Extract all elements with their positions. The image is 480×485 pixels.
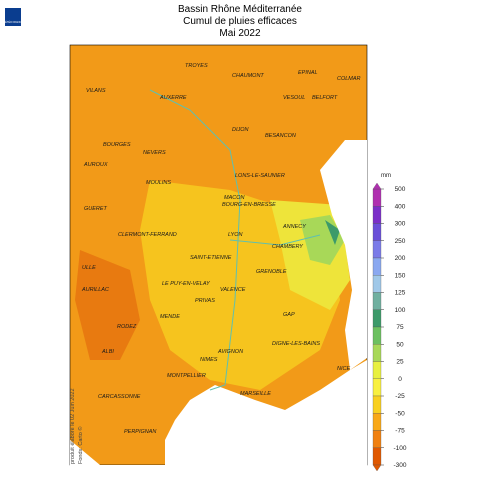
legend-tick-label: -100: [393, 445, 406, 452]
legend-tick-label: 200: [395, 255, 406, 262]
city: LONS-LE-SAUNIER: [235, 173, 285, 179]
city: CHAMBERY: [272, 244, 303, 250]
city: GRENOBLE: [256, 269, 287, 275]
city: ANNECY: [282, 224, 306, 230]
legend-swatch: [372, 223, 382, 241]
legend-tick-label: 75: [396, 324, 404, 331]
legend-swatch: [372, 395, 382, 414]
city: NIMES: [200, 357, 218, 363]
city: MENDE: [160, 314, 180, 320]
city: TROYES: [185, 63, 208, 69]
legend-swatch: [372, 292, 382, 310]
italy: [320, 140, 367, 370]
city: BOURGES: [103, 142, 131, 148]
city: LYON: [228, 232, 243, 238]
legend-tick-label: 150: [395, 272, 406, 279]
legend-tick-label: 125: [395, 290, 406, 297]
legend: 5004003002502001501251007550250-25-50-75…: [372, 182, 407, 472]
river: [229, 234, 321, 246]
city: AVIGNON: [217, 349, 243, 355]
city: AURILLAC: [81, 287, 109, 293]
legend-tick-label: 100: [395, 307, 406, 314]
city: BELFORT: [312, 95, 338, 101]
city: MOULINS: [146, 180, 171, 186]
legend-swatch: [372, 378, 382, 397]
city: ULLE: [82, 265, 96, 271]
city: BESANCON: [265, 133, 296, 139]
legend-swatch: [372, 413, 382, 431]
map: [69, 44, 368, 466]
city: MARSEILLE: [240, 391, 271, 397]
legend-swatch: [372, 206, 382, 224]
city: DIGNE-LES-BAINS: [272, 341, 320, 347]
zone-very-dry: [75, 250, 140, 360]
city: ALBI: [101, 349, 114, 355]
city: VILANS: [86, 88, 106, 94]
period: Mai 2022: [219, 28, 261, 39]
city: PERPIGNAN: [124, 429, 156, 435]
legend-tick-label: 0: [398, 376, 402, 383]
city: VALENCE: [220, 287, 246, 293]
logo-text: MÉTÉO FRANCE: [3, 21, 23, 24]
city: LE PUY-EN-VELAY: [162, 281, 210, 287]
legend-tick-label: -300: [393, 462, 406, 469]
city: CLERMONT-FERRAND: [118, 232, 177, 238]
legend-tick-label: 250: [395, 238, 406, 245]
city: CARCASSONNE: [98, 394, 141, 400]
city: AUROUX: [83, 162, 108, 168]
city-labels: TROYES CHAUMONT EPINAL COLMAR VILANS AUX…: [81, 63, 361, 435]
city: BOURG-EN-BRESSE: [222, 202, 276, 208]
title: Bassin Rhône Méditerranée: [178, 4, 302, 15]
legend-tick-label: -75: [395, 428, 405, 435]
sea: [70, 360, 367, 466]
legend-swatch: [372, 447, 382, 466]
city: VESOUL: [283, 95, 305, 101]
legend-tick-label: -50: [395, 410, 405, 417]
legend-unit: mm: [381, 173, 391, 179]
city: MONTPELLIER: [167, 373, 206, 379]
credit: Fonds: Carto ©: [77, 427, 84, 464]
city: EPINAL: [298, 70, 318, 76]
city: COLMAR: [337, 76, 361, 82]
legend-swatch: [372, 275, 382, 293]
logo: [5, 8, 21, 26]
city: NICE: [337, 366, 350, 372]
legend-swatch: [372, 257, 382, 276]
legend-swatch: [372, 188, 382, 207]
legend-swatch: [372, 326, 382, 345]
river: [149, 89, 241, 391]
legend-tick-label: 300: [395, 221, 406, 228]
city: GUERET: [84, 206, 108, 212]
legend-tick-label: 50: [396, 341, 404, 348]
legend-swatch: [372, 361, 382, 379]
city: RODEZ: [117, 324, 137, 330]
legend-tick-label: 400: [395, 203, 406, 210]
legend-swatch: [372, 430, 382, 448]
city: MACON: [224, 195, 245, 201]
city: NEVERS: [143, 150, 166, 156]
city: GAP: [283, 312, 295, 318]
subtitle: Cumul de pluies efficaces: [183, 16, 297, 27]
legend-cap: [372, 182, 382, 190]
city: DIJON: [232, 127, 249, 133]
legend-tick-label: 500: [395, 186, 406, 193]
zone-wetter: [325, 220, 340, 245]
city: AUXERRE: [159, 95, 187, 101]
legend-tick-label: -25: [395, 393, 405, 400]
legend-cap: [372, 464, 382, 472]
city: PRIVAS: [195, 298, 215, 304]
city: SAINT-ETIENNE: [190, 255, 232, 261]
produced-date: produit élaboré le 02 Juin 2022: [70, 388, 76, 464]
city: CHAUMONT: [232, 73, 264, 79]
legend-swatch: [372, 309, 382, 328]
legend-tick-label: 25: [396, 359, 404, 366]
legend-swatch: [372, 344, 382, 362]
legend-swatch: [372, 240, 382, 259]
